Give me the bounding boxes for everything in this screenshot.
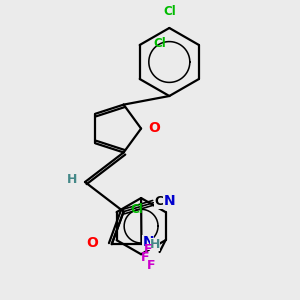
Text: Cl: Cl: [153, 37, 166, 50]
Text: C: C: [155, 195, 164, 208]
Text: N: N: [164, 194, 176, 208]
Text: O: O: [86, 236, 98, 250]
Text: H: H: [67, 172, 78, 186]
Text: Cl: Cl: [163, 4, 176, 18]
Text: H: H: [150, 238, 160, 251]
Text: O: O: [148, 121, 160, 135]
Text: N: N: [142, 236, 154, 249]
Text: F: F: [143, 243, 152, 256]
Text: F: F: [146, 259, 155, 272]
Text: F: F: [140, 251, 149, 264]
Text: Cl: Cl: [130, 202, 143, 216]
